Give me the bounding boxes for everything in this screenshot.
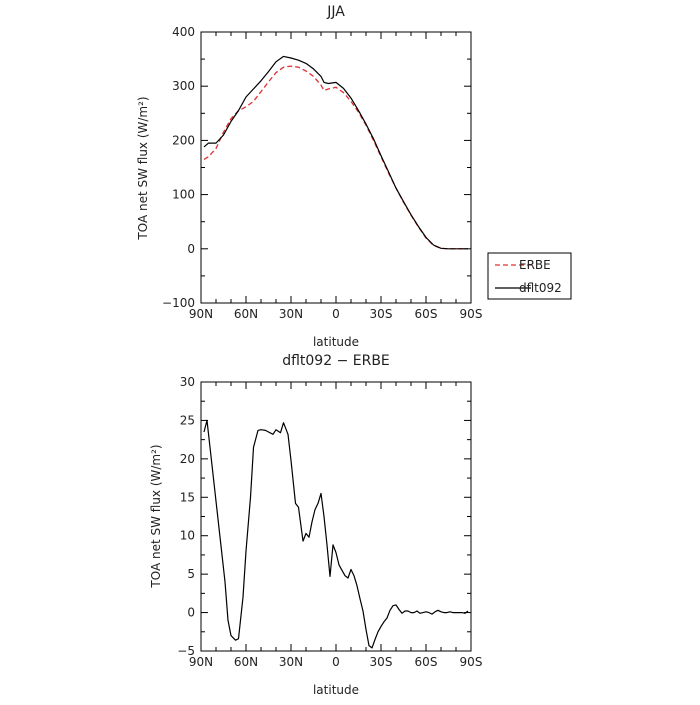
top-x-tick-label: 60S [415,307,438,321]
bottom-x-tick-label: 30S [370,655,393,669]
bottom-x-tick-label: 90S [460,655,483,669]
top-x-axis-label: latitude [313,335,359,349]
top-y-tick-label: 100 [172,188,195,202]
bottom-x-tick-label: 60S [415,655,438,669]
legend-box [487,252,572,300]
bottom-x-tick-label: 0 [332,655,340,669]
bottom-x-tick-label: 90N [189,655,213,669]
top-chart-title: JJA [326,4,345,20]
bottom-y-tick-label: 10 [180,529,195,543]
top-y-axis-label: TOA net SW flux (W/m²) [136,96,150,240]
top-axis-ticks: 90N 60N 30N 0 30S 60S 90S −100 0 100 200 300 400 [162,25,482,321]
top-panel: JJA 90N 60N 30N 0 30S 60S 90S −100 0 100 200 300 400… [136,4,572,349]
bottom-series-group [203,419,469,649]
bottom-y-tick-label: 5 [187,567,195,581]
top-x-tick-label: 60N [234,307,258,321]
top-y-tick-label: 0 [187,242,195,256]
top-x-tick-label: 90S [460,307,483,321]
bottom-y-tick-label: 15 [180,490,195,504]
bottom-x-tick-label: 30N [279,655,303,669]
top-y-tick-label: 400 [172,25,195,39]
bottom-chart-title: dflt092 − ERBE [282,353,390,369]
top-series-line-erbe [203,65,468,250]
bottom-y-tick-label: 25 [180,413,195,427]
bottom-x-axis-label: latitude [313,683,359,697]
top-plot-frame [200,31,472,304]
bottom-y-tick-label: 0 [187,606,195,620]
top-x-tick-label: 90N [189,307,213,321]
top-y-tick-label: −100 [162,296,195,310]
top-y-tick-label: 200 [172,133,195,147]
top-x-tick-label: 30S [370,307,393,321]
legend-label-dflt092: dflt092 [519,281,562,295]
top-x-tick-label: 30N [279,307,303,321]
bottom-y-axis-label: TOA net SW flux (W/m²) [149,444,163,588]
bottom-series-line-difference [203,419,469,649]
top-series-group [203,55,468,250]
bottom-panel: dflt092 − ERBE 90N 60N 30N 0 30S 60S 90S −5 0 5 10… [149,353,482,697]
bottom-x-tick-label: 60N [234,655,258,669]
legend-label-erbe: ERBE [519,258,551,272]
top-y-tick-label: 300 [172,79,195,93]
top-x-tick-label: 0 [332,307,340,321]
legend: ERBE dflt092 [487,252,572,300]
bottom-y-tick-label: −5 [177,644,195,658]
top-series-line-dflt092 [203,55,468,250]
bottom-axis-ticks: 90N 60N 30N 0 30S 60S 90S −5 0 5 10 15 20 25 30 [177,375,482,669]
bottom-y-tick-label: 30 [180,375,195,389]
bottom-y-tick-label: 20 [180,452,195,466]
